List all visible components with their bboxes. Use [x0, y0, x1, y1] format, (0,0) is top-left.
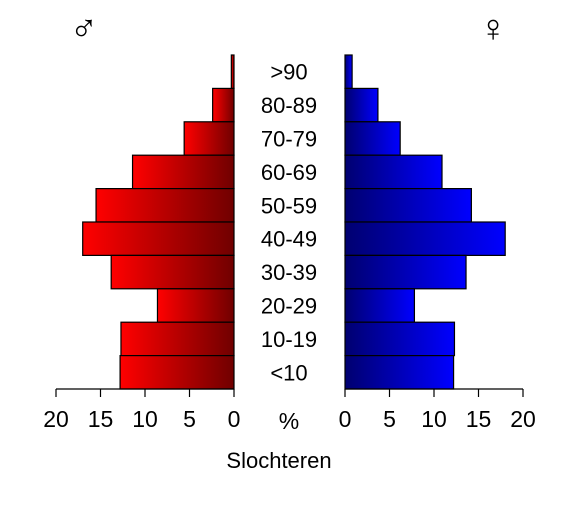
- right-x-axis: 20 15 10 5 0: [339, 388, 536, 432]
- female-bar: [344, 355, 455, 390]
- tick-label: 0: [339, 406, 352, 432]
- male-bar: [131, 154, 235, 190]
- tick-label: 5: [183, 406, 196, 432]
- female-bar: [344, 188, 472, 223]
- age-group-label: 50-59: [261, 193, 317, 218]
- x-axis-unit-label: %: [279, 408, 299, 434]
- tick-label: 0: [228, 406, 241, 432]
- tick-label: 15: [88, 406, 114, 432]
- female-bar: [344, 87, 379, 123]
- male-bar: [212, 87, 235, 123]
- age-group-label: 30-39: [261, 260, 317, 285]
- female-symbol-label: ♀: [479, 8, 508, 50]
- female-bars: [344, 54, 506, 390]
- tick-label: 20: [43, 406, 69, 432]
- age-group-labels: >90 80-89 70-79 60-69 50-59 40-49 30-39 20-29 10…: [261, 60, 317, 386]
- male-symbol-label: ♂: [70, 8, 99, 50]
- female-bar: [344, 321, 456, 357]
- female-bar: [344, 288, 416, 323]
- tick-label: 5: [383, 406, 396, 432]
- tick-label: 10: [132, 406, 158, 432]
- age-group-label: 10-19: [261, 327, 317, 352]
- age-group-label: >90: [270, 60, 307, 85]
- tick-label: 10: [421, 406, 447, 432]
- age-group-label: 60-69: [261, 160, 317, 185]
- male-bar: [82, 221, 235, 257]
- age-group-label: <10: [270, 360, 307, 385]
- male-bar: [120, 321, 235, 357]
- female-bar: [344, 254, 467, 290]
- tick-label: 15: [466, 406, 492, 432]
- left-x-axis: 20 15 10 5 0: [43, 388, 241, 432]
- male-bar: [230, 54, 235, 90]
- male-bar: [95, 188, 235, 223]
- tick-label: 20: [510, 406, 536, 432]
- female-bar: [344, 154, 443, 190]
- male-bar: [110, 254, 235, 290]
- male-bar: [183, 121, 235, 156]
- male-bars: [82, 54, 235, 390]
- female-bar: [344, 121, 401, 156]
- chart-title: Slochteren: [226, 448, 331, 473]
- female-bar: [344, 221, 506, 257]
- male-bar: [119, 355, 235, 390]
- age-group-label: 70-79: [261, 127, 317, 152]
- male-bar: [156, 288, 235, 323]
- age-group-label: 20-29: [261, 294, 317, 319]
- age-group-label: 80-89: [261, 93, 317, 118]
- age-group-label: 40-49: [261, 227, 317, 252]
- female-bar: [344, 54, 353, 90]
